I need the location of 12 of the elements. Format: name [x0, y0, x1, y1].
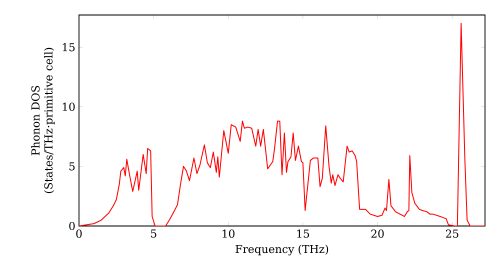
y-tick-label: 0 [69, 222, 75, 230]
x-tick-label: 15 [297, 230, 310, 238]
y-tick-label: 5 [69, 162, 75, 170]
x-axis-title: Frequency (THz) [236, 244, 328, 256]
x-tick-label: 25 [446, 230, 458, 238]
y-axis-title: Phonon DOS (States/THz·primitive cell) [31, 48, 55, 194]
y-tick-label: 10 [62, 102, 75, 111]
x-tick-label: 0 [76, 230, 82, 238]
y-tick-label: 15 [62, 43, 75, 52]
x-tick-label: 10 [222, 230, 234, 238]
x-tick-label: 20 [371, 230, 384, 238]
x-tick-label: 5 [151, 230, 156, 238]
